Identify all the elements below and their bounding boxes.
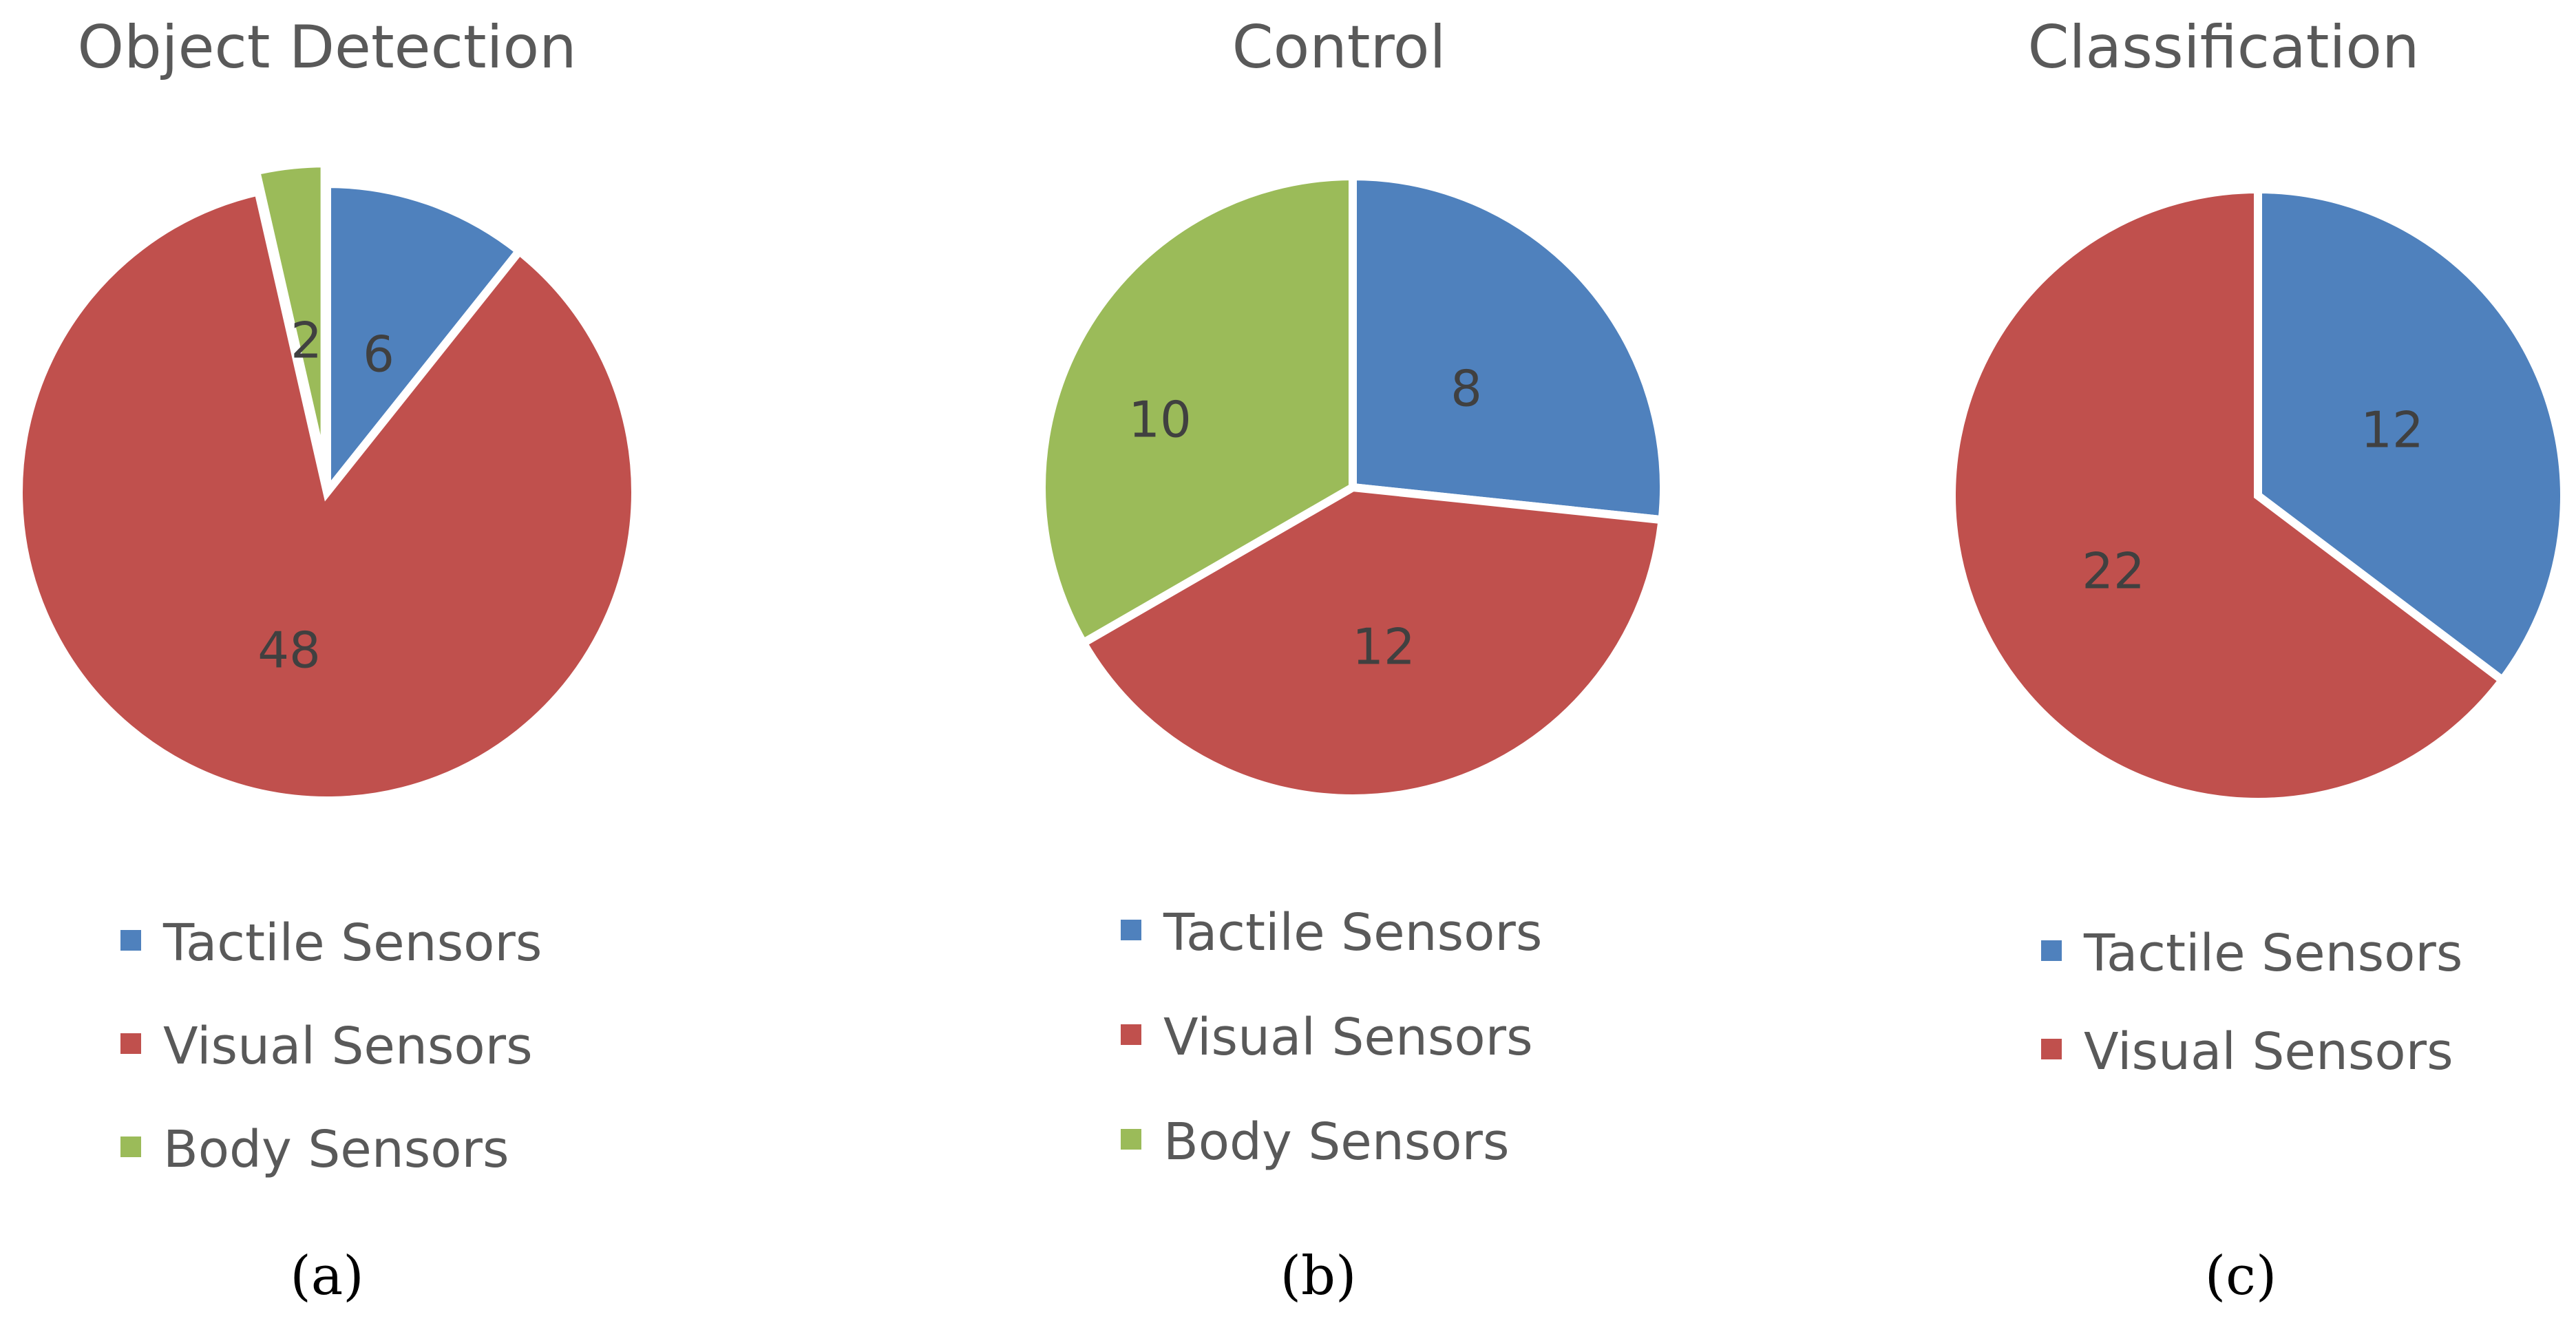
data-label-tactile-sensors: 12 xyxy=(2361,401,2424,459)
pie-slice-tactile-sensors xyxy=(2254,184,2568,686)
data-label-visual-sensors: 22 xyxy=(2082,542,2145,600)
pie-slice-visual-sensors xyxy=(1947,184,2509,806)
legend-label-tactile-sensors: Tactile Sensors xyxy=(2083,924,2462,983)
data-label-visual-sensors: 12 xyxy=(1352,618,1415,676)
panel-caption: (a) xyxy=(290,1245,363,1307)
pie-slice-tactile-sensors xyxy=(323,179,525,505)
legend-label-visual-sensors: Visual Sensors xyxy=(163,1017,533,1076)
legend-swatch-body-sensors xyxy=(1121,1129,1141,1150)
legend-swatch-tactile-sensors xyxy=(120,930,141,951)
legend-swatch-visual-sensors xyxy=(2041,1039,2062,1059)
legend-label-tactile-sensors: Tactile Sensors xyxy=(1163,903,1542,962)
legend-swatch-body-sensors xyxy=(120,1137,141,1157)
data-label-visual-sensors: 48 xyxy=(257,622,321,679)
legend-label-tactile-sensors: Tactile Sensors xyxy=(162,913,542,973)
legend-label-body-sensors: Body Sensors xyxy=(1163,1112,1510,1172)
legend-swatch-visual-sensors xyxy=(1121,1024,1141,1045)
pie-slice-tactile-sensors xyxy=(1349,171,1668,525)
data-label-body-sensors: 2 xyxy=(291,312,322,370)
chart-panel-classification: Classification 12 22 Tactile Sensors Visual … xyxy=(1947,13,2568,1307)
chart-title: Control xyxy=(1232,13,1446,82)
legend-label-body-sensors: Body Sensors xyxy=(163,1120,509,1179)
pie-slice-body-sensors xyxy=(251,159,329,473)
chart-panel-control: Control 8 12 10 Tactile Sensors Visual Sensor… xyxy=(1037,13,1668,1307)
pie-slice-visual-sensors xyxy=(14,187,640,805)
data-label-tactile-sensors: 6 xyxy=(363,326,394,383)
legend-swatch-tactile-sensors xyxy=(1121,920,1141,940)
pie-slice-visual-sensors xyxy=(1077,483,1667,803)
legend-swatch-tactile-sensors xyxy=(2041,940,2062,961)
panel-caption: (b) xyxy=(1280,1245,1357,1307)
chart-title: Object Detection xyxy=(77,13,576,82)
data-label-body-sensors: 10 xyxy=(1128,391,1192,449)
panel-caption: (c) xyxy=(2205,1245,2277,1307)
legend-label-visual-sensors: Visual Sensors xyxy=(1163,1008,1533,1067)
pie-slice-body-sensors xyxy=(1037,171,1357,649)
legend-label-visual-sensors: Visual Sensors xyxy=(2084,1022,2453,1081)
chart-panel-object-detection: Object Detection 6 48 2 Tactile Sensors Visua… xyxy=(14,13,640,1307)
chart-title: Classification xyxy=(2027,13,2419,82)
legend-swatch-visual-sensors xyxy=(120,1033,141,1054)
data-label-tactile-sensors: 8 xyxy=(1450,360,1482,418)
